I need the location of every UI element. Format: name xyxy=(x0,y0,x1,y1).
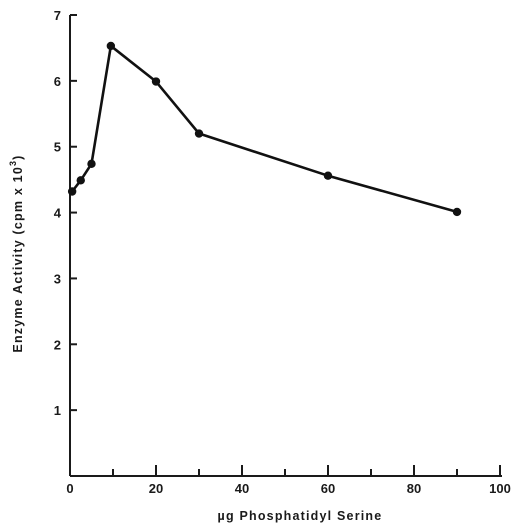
data-point xyxy=(76,176,85,185)
data-points xyxy=(67,41,462,217)
tick-labels: 1 2 3 4 5 6 7 0 20 40 60 80 100 xyxy=(54,8,511,496)
y-tick-label: 2 xyxy=(54,337,61,352)
data-point xyxy=(323,171,333,180)
y-axis-title-superscript: 3 xyxy=(8,160,18,166)
x-tick-label: 100 xyxy=(489,481,511,496)
ticks xyxy=(69,14,501,476)
y-tick-label: 6 xyxy=(54,74,61,89)
x-tick-label: 40 xyxy=(235,481,249,496)
y-axis-title: Enzyme Activity (cpm x 103) xyxy=(8,154,25,352)
x-tick-label: 20 xyxy=(149,481,163,496)
y-tick-label: 4 xyxy=(54,206,62,221)
y-tick-label: 3 xyxy=(54,271,61,286)
data-point xyxy=(452,207,462,217)
axes xyxy=(69,15,502,477)
data-point xyxy=(87,159,96,169)
x-tick-label: 0 xyxy=(66,481,73,496)
y-tick-label: 5 xyxy=(54,140,61,155)
x-tick-label: 60 xyxy=(321,481,335,496)
plot-area xyxy=(67,41,462,217)
y-axis-title-text: Enzyme Activity (cpm x 10 xyxy=(11,166,25,353)
y-axis-title-close: ) xyxy=(11,154,25,159)
data-point xyxy=(67,187,77,196)
data-point xyxy=(194,129,204,138)
series-line xyxy=(71,44,458,214)
data-point xyxy=(106,41,116,51)
x-tick-label: 80 xyxy=(407,481,421,496)
x-axis-title: µg Phosphatidyl Serine xyxy=(218,509,383,523)
y-tick-label: 1 xyxy=(54,403,61,418)
data-point xyxy=(151,77,161,86)
y-tick-label: 7 xyxy=(54,8,61,23)
